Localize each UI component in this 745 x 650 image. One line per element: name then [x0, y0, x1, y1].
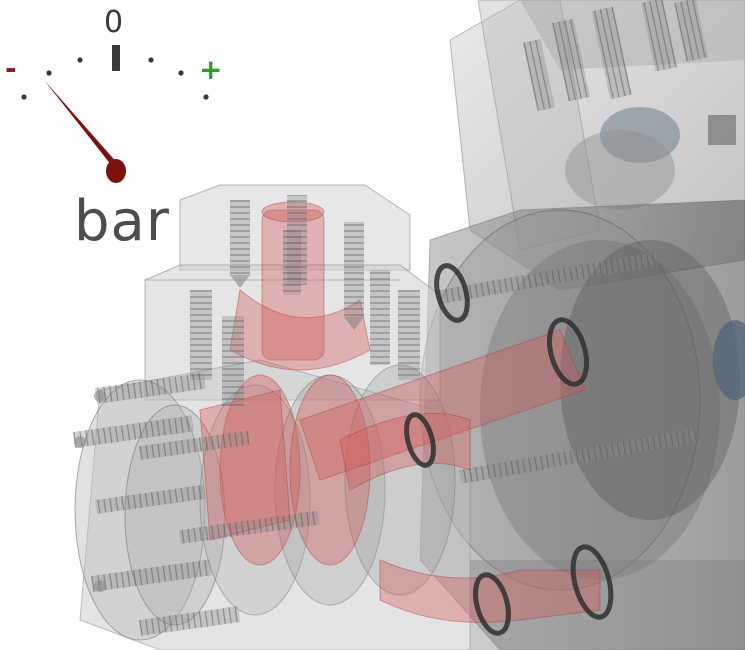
- gauge-ticks: [21, 57, 209, 100]
- fluid-passages: [199, 201, 601, 623]
- tie-bolts: [72, 251, 698, 636]
- block-bolts: [190, 195, 420, 406]
- pressure-needle-icon: [44, 80, 122, 175]
- needle-hub: [106, 159, 126, 183]
- gauge-plus-label: +: [199, 53, 223, 86]
- gauge-unit-label: bar: [74, 189, 170, 254]
- gauge-minus-label: -: [5, 52, 17, 85]
- pressure-gauge: [21, 45, 209, 183]
- gauge-zero-mark: [112, 45, 120, 71]
- o-ring-seals: [404, 263, 614, 636]
- gauge-zero-label: 0: [104, 5, 124, 40]
